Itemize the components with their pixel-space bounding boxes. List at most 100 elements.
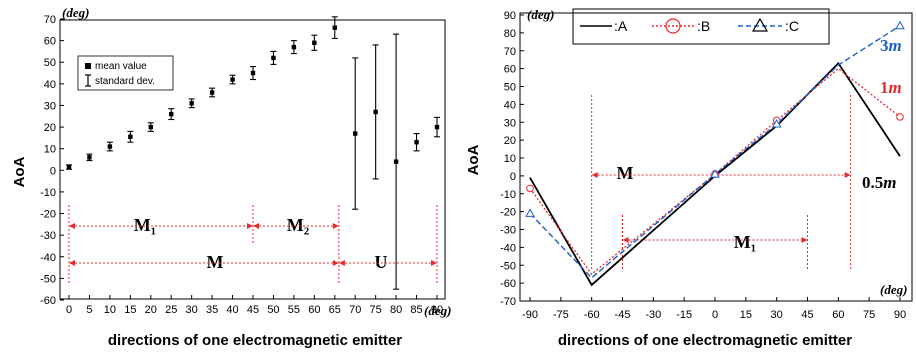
left-xtick-label: 15 — [124, 304, 136, 316]
end-label-05m: 0.5m — [862, 173, 896, 192]
left-xtick-label: 80 — [390, 304, 402, 316]
mean-point — [66, 164, 72, 170]
left-region-u-label: U — [375, 252, 388, 272]
right-chart: AoA directions of one electromagnetic em… — [465, 7, 913, 349]
mean-point — [87, 155, 92, 160]
mean-point — [271, 55, 276, 61]
legend-a-label: :A — [614, 18, 628, 34]
mean-point — [393, 159, 399, 164]
right-legend — [572, 8, 830, 45]
series-c-point — [525, 208, 535, 217]
left-region-m2-arrow-head-left — [253, 223, 259, 229]
left-xtick-label: 50 — [267, 304, 279, 316]
left-ytick-label: -50 — [40, 273, 56, 285]
right-xtick-label: -90 — [522, 309, 538, 321]
left-xtick-label: 70 — [349, 304, 361, 316]
left-ytick-label: -60 — [40, 295, 56, 307]
legend-b-label: :B — [697, 18, 710, 34]
left-region-m2-arrow-head-right — [332, 223, 339, 229]
right-xtick-label: 45 — [801, 309, 813, 321]
right-ylabel: AoA — [465, 144, 482, 175]
right-ytick-label: -60 — [500, 278, 516, 290]
left-region-m-label: M — [207, 252, 224, 272]
right-xtick-label: -15 — [676, 309, 692, 321]
end-label-1m: 1m — [880, 78, 902, 97]
series-b-line — [529, 67, 901, 276]
left-xtick-label: 90 — [431, 304, 443, 316]
mean-point — [169, 111, 174, 117]
right-region-m1-arrow-head-left — [622, 237, 629, 243]
left-ytick-label: 70 — [44, 14, 56, 26]
left-chart: AoA directions of one electromagnetic em… — [11, 5, 451, 349]
mean-point — [107, 144, 113, 149]
left-xtick-label: 75 — [370, 304, 382, 316]
mean-value-marker — [85, 63, 91, 69]
left-xtick-label: 65 — [329, 304, 341, 316]
right-ytick-label: 0 — [510, 171, 516, 183]
legend-mean-label: mean value — [95, 61, 147, 72]
right-ytick-label: 30 — [504, 117, 516, 129]
left-xlabel: directions of one electromagnetic emitte… — [108, 332, 402, 349]
mean-point — [332, 25, 337, 30]
right-xtick-label: 75 — [863, 309, 875, 321]
left-region-m2-label: M₂ — [287, 215, 309, 235]
left-ytick-label: -20 — [40, 209, 56, 221]
right-xtick-label: -30 — [645, 309, 661, 321]
left-xtick-label: 10 — [104, 304, 116, 316]
right-xtick-label: 60 — [832, 309, 844, 321]
left-xtick-label: 60 — [308, 304, 320, 316]
left-legend — [77, 55, 174, 91]
left-xtick-label: 40 — [226, 304, 238, 316]
left-region-m-arrow-head-left — [69, 260, 75, 266]
left-y-unit: (deg) — [62, 5, 89, 20]
left-ytick-label: 30 — [44, 100, 56, 112]
right-ytick-label: -20 — [500, 207, 516, 219]
series-c-point — [710, 169, 720, 178]
right-ytick-label: -50 — [500, 260, 516, 272]
mean-point — [209, 90, 215, 95]
mean-point — [373, 109, 378, 115]
right-xtick-label: 0 — [712, 309, 718, 321]
right-xtick-label: 15 — [740, 309, 752, 321]
left-region-m1-arrow-head-left — [69, 223, 75, 229]
right-plot-frame — [519, 12, 913, 302]
right-xtick-label: -45 — [615, 309, 631, 321]
left-xtick-label: 5 — [86, 304, 92, 316]
right-ytick-label: -70 — [500, 296, 516, 308]
mean-point — [250, 70, 256, 76]
left-ytick-label: 60 — [44, 36, 56, 48]
right-xtick-label: -60 — [584, 309, 600, 321]
left-ytick-label: 0 — [50, 165, 56, 177]
left-ytick-label: 50 — [44, 57, 56, 69]
left-region-m-arrow-head-right — [332, 260, 339, 266]
left-region-u-arrow-head-right — [431, 260, 437, 266]
left-xtick-label: 20 — [145, 304, 157, 316]
mean-point — [353, 131, 358, 136]
left-ytick-label: 40 — [44, 79, 56, 91]
right-y-unit: (deg) — [527, 7, 554, 22]
right-region-m1-label: M₁ — [734, 232, 756, 252]
left-x-unit: (deg) — [424, 303, 451, 318]
left-xtick-label: 0 — [66, 304, 72, 316]
series-c-line — [529, 25, 901, 279]
right-ytick-label: 10 — [504, 153, 516, 165]
right-ytick-label: 60 — [504, 64, 516, 76]
left-ytick-label: -40 — [40, 252, 56, 264]
right-xlabel: directions of one electromagnetic emitte… — [558, 332, 852, 349]
right-ytick-label: 40 — [504, 99, 516, 111]
left-region-m1-arrow-head-right — [247, 223, 253, 229]
mean-point — [312, 40, 317, 45]
mean-point — [148, 124, 153, 130]
right-ytick-label: -30 — [500, 225, 516, 237]
mean-point — [230, 77, 235, 82]
right-ytick-label: -40 — [500, 242, 516, 254]
left-region-u-arrow-head-left — [338, 260, 345, 266]
legend-b-marker — [665, 18, 681, 34]
right-x-unit: (deg) — [880, 282, 907, 297]
left-xtick-label: 30 — [186, 304, 198, 316]
mean-point — [414, 140, 419, 145]
right-xtick-label: 90 — [894, 309, 906, 321]
right-xtick-label: -75 — [553, 309, 569, 321]
left-xtick-label: 85 — [410, 304, 422, 316]
